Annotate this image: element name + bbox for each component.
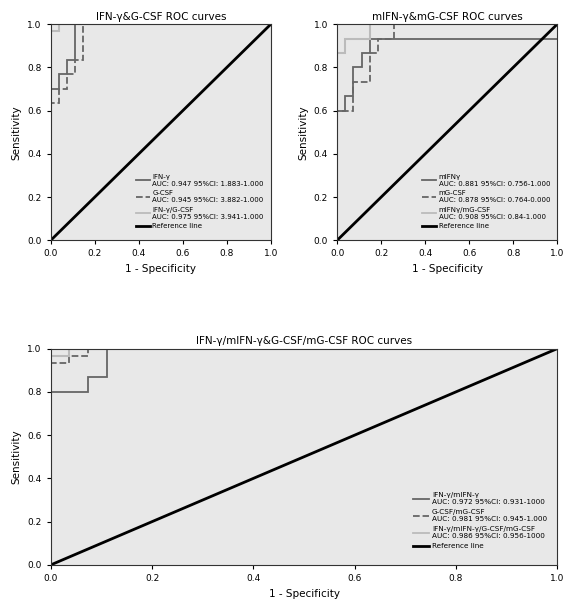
- Y-axis label: Sensitivity: Sensitivity: [12, 430, 22, 484]
- Title: IFN-γ/mIFN-γ&G-CSF/mG-CSF ROC curves: IFN-γ/mIFN-γ&G-CSF/mG-CSF ROC curves: [196, 337, 412, 346]
- Y-axis label: Sensitivity: Sensitivity: [12, 105, 22, 159]
- Legend: mIFNγ
AUC: 0.881 95%CI: 0.756-1.000, mG-CSF
AUC: 0.878 95%CI: 0.764-0.000, mIFNγ: mIFNγ AUC: 0.881 95%CI: 0.756-1.000, mG-…: [421, 172, 552, 230]
- Title: mIFN-γ&mG-CSF ROC curves: mIFN-γ&mG-CSF ROC curves: [372, 12, 522, 22]
- Title: IFN-γ&G-CSF ROC curves: IFN-γ&G-CSF ROC curves: [96, 12, 226, 22]
- X-axis label: 1 - Specificity: 1 - Specificity: [412, 264, 482, 274]
- Legend: IFN-γ/mIFN-γ
AUC: 0.972 95%CI: 0.931-1000, G-CSF/mG-CSF
AUC: 0.981 95%CI: 0.945-: IFN-γ/mIFN-γ AUC: 0.972 95%CI: 0.931-100…: [412, 490, 549, 551]
- X-axis label: 1 - Specificity: 1 - Specificity: [126, 264, 196, 274]
- X-axis label: 1 - Specificity: 1 - Specificity: [269, 588, 339, 599]
- Legend: IFN-γ
AUC: 0.947 95%CI: 1.883-1.000, G-CSF
AUC: 0.945 95%CI: 3.882-1.000, IFN-γ/: IFN-γ AUC: 0.947 95%CI: 1.883-1.000, G-C…: [135, 172, 265, 230]
- Y-axis label: Sensitivity: Sensitivity: [298, 105, 308, 159]
